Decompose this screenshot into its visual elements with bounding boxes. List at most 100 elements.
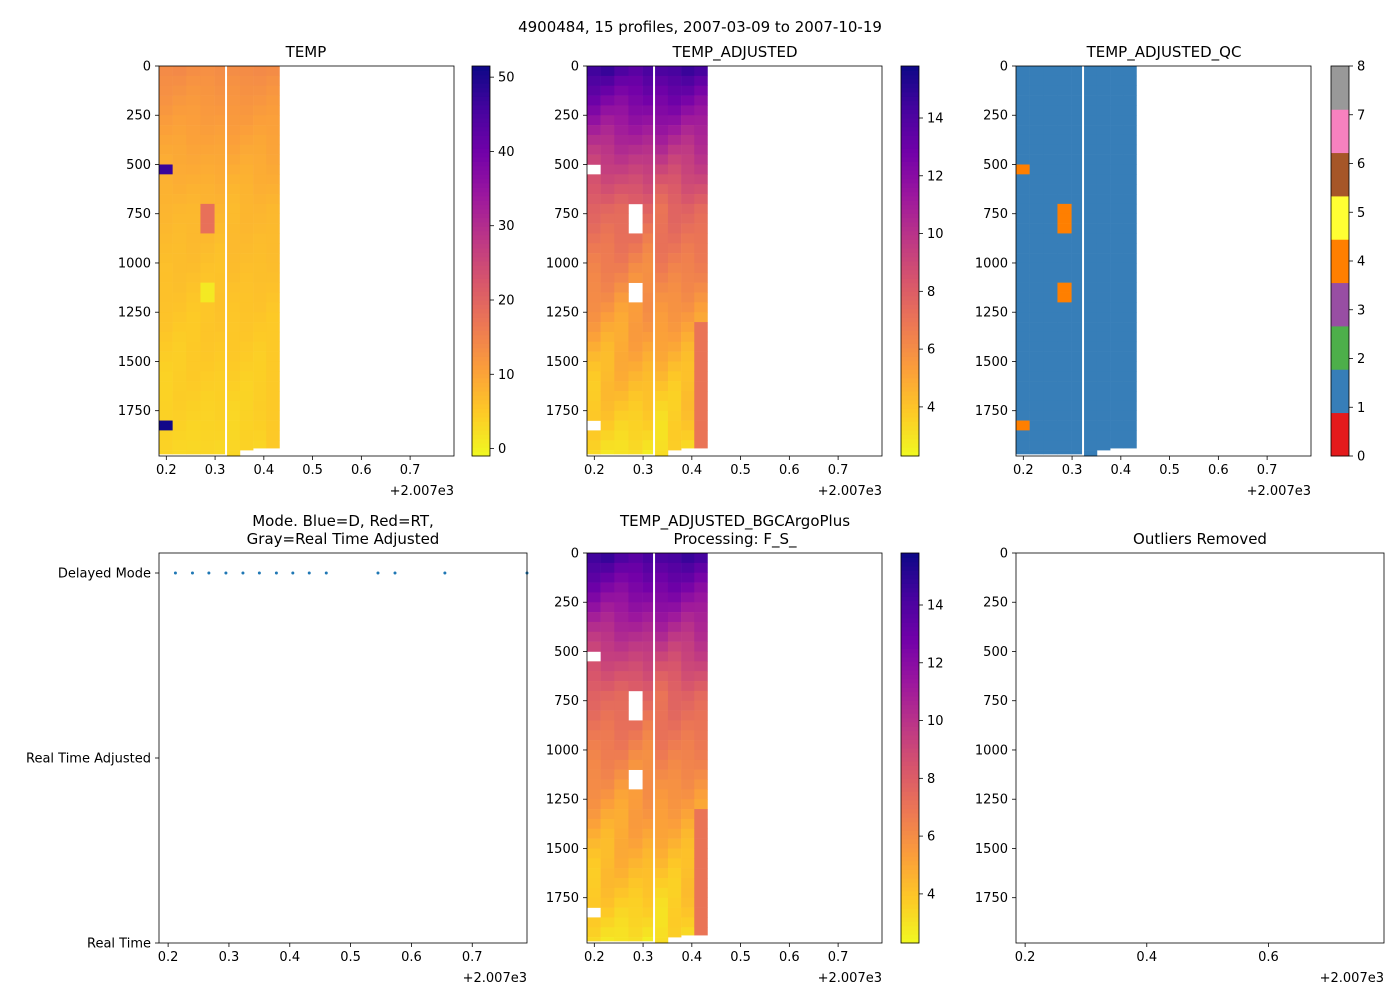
- panel-outliers-x-tick-label: 0.2: [1015, 950, 1036, 965]
- panel-temp-adjusted-qc-cell: [1016, 262, 1030, 274]
- panel-bgc-cell: [681, 592, 695, 603]
- panel-bgc-cell: [587, 818, 601, 830]
- panel-temp-cell: [214, 381, 226, 392]
- panel-temp-adjusted-qc-cell: [1110, 243, 1124, 254]
- panel-temp-adjusted-cell: [614, 420, 629, 431]
- panel-temp-adjusted-qc-cell: [1083, 341, 1098, 352]
- panel-temp-y-tick-label: 1000: [118, 256, 151, 271]
- panel-bgc-cell: [694, 700, 708, 711]
- panel-temp-adjusted-colorbar-segment: [901, 252, 919, 258]
- panel-temp-cell: [239, 243, 254, 254]
- panel-temp-adjusted-cell: [600, 361, 615, 372]
- panel-temp-cell: [159, 174, 173, 185]
- panel-temp-adjusted-cell: [642, 194, 654, 205]
- panel-temp-cell: [159, 410, 173, 421]
- panel-temp-adjusted-cell: [654, 105, 669, 116]
- panel-temp-adjusted-qc-cell: [1110, 282, 1124, 293]
- panel-temp-adjusted-qc-cell: [1029, 351, 1044, 362]
- panel-bgc-cell: [694, 631, 708, 642]
- panel-temp-cell: [186, 312, 201, 323]
- panel-temp-adjusted-qc-cell: [1123, 184, 1137, 195]
- panel-bgc-cell: [681, 917, 695, 928]
- panel-temp-adjusted-qc-cell: [1043, 341, 1058, 352]
- panel-temp-adjusted-qc-cell: [1096, 233, 1111, 244]
- panel-temp-cell: [186, 400, 201, 411]
- panel-temp-cell: [186, 351, 201, 362]
- panel-temp-adjusted-cell: [694, 164, 708, 175]
- panel-temp-colorbar-segment: [472, 434, 490, 440]
- panel-temp-cell: [266, 66, 280, 77]
- panel-temp-adjusted-y-tick-label: 0: [571, 60, 579, 75]
- panel-temp-colorbar-segment: [472, 343, 490, 349]
- panel-bgc-cell: [667, 651, 682, 662]
- panel-temp-adjusted-cell: [600, 341, 615, 352]
- panel-temp-adjusted-cell: [667, 66, 682, 77]
- panel-bgc-cell: [642, 572, 654, 583]
- panel-bgc-gap: [653, 553, 656, 943]
- panel-temp-adjusted-qc-cell: [1016, 203, 1030, 215]
- panel-temp-adjusted-qc-cell: [1071, 75, 1083, 86]
- panel-temp-cell: [186, 125, 201, 136]
- panel-temp-adjusted-cell: [614, 144, 629, 155]
- panel-bgc-colorbar-segment: [901, 826, 919, 831]
- panel-temp-adjusted-qc-cell: [1110, 410, 1124, 421]
- panel-outliers-y-tick-label: 250: [983, 596, 1008, 611]
- panel-bgc-cell: [654, 917, 669, 928]
- panel-bgc-cell: [667, 818, 682, 830]
- panel-temp-adjusted-qc-cell: [1123, 282, 1137, 293]
- panel-bgc-cell: [600, 789, 615, 800]
- panel-temp-adjusted-qc-cell: [1083, 371, 1098, 382]
- panel-temp-cell: [200, 174, 215, 185]
- panel-bgc-cell: [681, 749, 695, 761]
- panel-temp-adjusted-cell: [654, 243, 669, 254]
- panel-temp-colorbar-segment: [472, 126, 490, 132]
- panel-bgc-cell: [694, 897, 708, 908]
- panel-temp-cell: [186, 361, 201, 372]
- panel-temp-colorbar-segment: [472, 356, 490, 362]
- panel-mode-x-tick-label: 0.3: [219, 950, 240, 965]
- panel-bgc-colorbar-segment: [901, 778, 919, 784]
- panel-bgc-cell: [614, 749, 629, 761]
- panel-bgc-cell: [587, 700, 601, 711]
- panel-temp-adjusted-cell: [614, 430, 629, 441]
- panel-temp-adjusted-qc-x-tick-label: 0.4: [1110, 463, 1131, 478]
- panel-temp-cell: [253, 233, 267, 244]
- panel-outliers-x-tick-label: 0.4: [1136, 950, 1157, 965]
- panel-temp-colorbar-segment: [472, 308, 490, 314]
- panel-bgc-colorbar-segment: [901, 561, 919, 567]
- panel-temp-adjusted-qc-cell: [1071, 410, 1083, 421]
- panel-temp-adjusted-cell: [628, 174, 643, 185]
- panel-temp-cell: [226, 105, 241, 116]
- panel-temp-cell: [200, 184, 215, 195]
- panel-bgc-colorbar-segment: [901, 631, 919, 636]
- panel-temp-adjusted-cell: [667, 184, 682, 195]
- panel-temp-cell: [159, 322, 173, 333]
- panel-temp-cell: [172, 154, 187, 165]
- panel-bgc-cell: [667, 612, 682, 623]
- panel-temp-cell: [159, 341, 173, 352]
- panel-temp-adjusted-cell: [694, 184, 708, 195]
- panel-temp-adjusted-qc-cell: [1096, 430, 1111, 441]
- panel-bgc-cell: [681, 818, 695, 830]
- panel-mode-title-line1: Mode. Blue=D, Red=RT,: [252, 512, 434, 530]
- panel-temp-cell: [266, 322, 280, 333]
- panel-bgc-cell: [587, 562, 601, 573]
- panel-temp-adjusted-cell: [600, 233, 615, 244]
- panel-temp-cell: [172, 312, 187, 323]
- panel-temp-cell: [253, 272, 267, 283]
- panel-temp-colorbar-segment: [472, 79, 490, 84]
- panel-temp-cell: [172, 233, 187, 244]
- panel-temp-cell: [159, 381, 173, 392]
- panel-bgc-cell: [642, 917, 654, 928]
- panel-temp-adjusted-cell: [614, 75, 629, 86]
- panel-bgc-cell: [681, 582, 695, 593]
- panel-temp-adjusted-cell: [614, 115, 629, 126]
- panel-temp-adjusted-cell: [694, 233, 708, 244]
- panel-temp-adjusted-qc-cell: [1029, 203, 1044, 215]
- panel-temp-adjusted-qc-cell: [1016, 272, 1030, 283]
- panel-bgc-cell: [667, 730, 682, 741]
- panel-mode-point: [376, 571, 380, 575]
- panel-temp-cell: [172, 95, 187, 106]
- panel-bgc-cell: [681, 631, 695, 642]
